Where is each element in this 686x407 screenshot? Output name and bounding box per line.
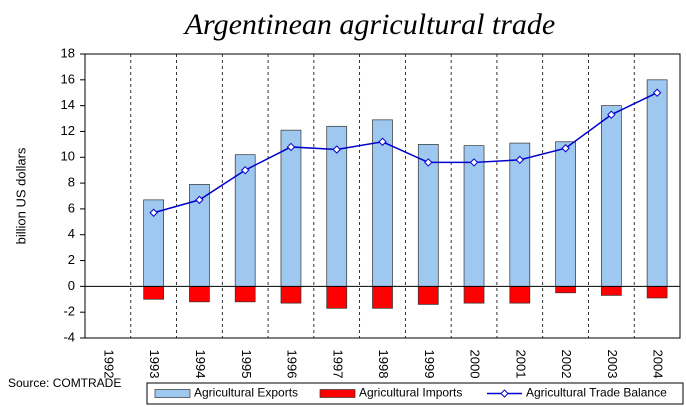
line [153, 92, 658, 214]
bar [646, 79, 668, 287]
marker [378, 137, 387, 146]
bar [463, 145, 485, 287]
x-tick-label: 1992 [101, 350, 116, 379]
x-tick-label: 1998 [376, 350, 391, 379]
bar [372, 286, 393, 309]
y-axis-label: billion US dollars [13, 147, 28, 244]
bar [555, 141, 576, 287]
y-tick-label: 18 [61, 45, 75, 60]
x-tick-label: 1996 [285, 350, 300, 379]
y-tick-label: 12 [61, 123, 75, 138]
x-tick-label: 1993 [147, 350, 162, 379]
x-tick-label: 2004 [651, 350, 666, 379]
x-tick-label: 2002 [559, 350, 574, 379]
marker [469, 158, 479, 167]
y-tick-label: 6 [68, 200, 75, 215]
bar [600, 286, 622, 296]
x-tick-label: 2000 [468, 350, 483, 379]
bar [280, 129, 302, 287]
bar [555, 286, 576, 294]
y-tick-label: 14 [61, 97, 75, 112]
marker [195, 195, 204, 205]
bar [463, 286, 485, 304]
bar [189, 286, 210, 303]
legend-label: Agricultural Exports [194, 386, 298, 400]
plot-area [84, 53, 681, 339]
x-tick-label: 2001 [513, 350, 528, 379]
y-tick-label: -4 [63, 329, 75, 344]
x-tick-label: 1994 [193, 350, 208, 379]
marker [652, 88, 662, 97]
bar [646, 286, 668, 299]
bar [509, 286, 531, 304]
legend-box [146, 382, 684, 405]
y-tick-label: 8 [68, 175, 75, 190]
legend-marker [500, 389, 509, 398]
x-tick-label: 2003 [605, 350, 620, 379]
marker [149, 208, 158, 217]
y-tick-label: 0 [68, 278, 75, 293]
marker [240, 165, 250, 175]
y-tick-label: 2 [68, 252, 75, 267]
legend-label: Agricultural Imports [359, 386, 462, 400]
legend-swatch [319, 389, 356, 398]
y-tick-label: -2 [63, 304, 75, 319]
marker [286, 142, 296, 152]
bar [143, 286, 165, 300]
marker [561, 144, 570, 153]
bar [234, 286, 256, 303]
legend-swatch [154, 389, 191, 398]
x-tick-label: 1995 [239, 350, 254, 379]
marker [332, 145, 341, 154]
bar [417, 286, 439, 305]
marker [607, 110, 616, 119]
bar [600, 105, 622, 287]
y-tick-label: 16 [61, 71, 75, 86]
chart-title: Argentinean agricultural trade [183, 8, 556, 41]
y-tick-label: 4 [68, 226, 75, 241]
legend-label: Agricultural Trade Balance [526, 386, 667, 400]
marker [424, 158, 433, 167]
source: Source: COMTRADE [8, 376, 121, 390]
marker [515, 155, 525, 165]
x-tick-label: 1999 [422, 350, 437, 379]
bar [509, 142, 531, 287]
bar [326, 286, 348, 309]
y-tick-label: 10 [61, 149, 75, 164]
x-tick-label: 1997 [330, 350, 345, 379]
bar [280, 286, 302, 304]
